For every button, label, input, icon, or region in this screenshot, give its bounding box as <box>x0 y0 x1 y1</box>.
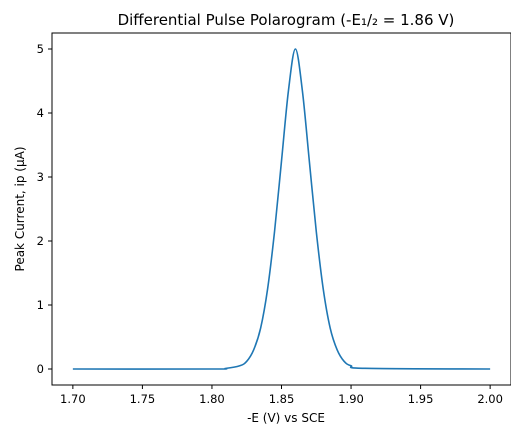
x-tick-label: 1.75 <box>130 392 156 406</box>
x-tick-label: 1.70 <box>60 392 86 406</box>
y-tick-label: 0 <box>37 362 44 376</box>
y-tick-label: 2 <box>37 234 44 248</box>
plot-area-frame <box>51 32 511 386</box>
x-tick-label: 1.85 <box>269 392 295 406</box>
y-tick-label: 4 <box>37 106 44 120</box>
y-axis-ticks: 0 1 2 3 4 5 <box>37 42 52 376</box>
y-tick-label: 5 <box>37 42 44 56</box>
y-axis-label: Peak Current, ip (μA) <box>13 147 27 272</box>
x-tick-label: 1.95 <box>408 392 434 406</box>
x-axis-label: -E (V) vs SCE <box>247 411 325 424</box>
x-tick-label: 1.90 <box>338 392 364 406</box>
x-tick-label: 2.00 <box>477 392 503 406</box>
chart-title: Differential Pulse Polarogram (-E₁/₂ = 1… <box>118 11 455 29</box>
y-tick-label: 1 <box>37 298 44 312</box>
series-layer <box>72 48 491 370</box>
series-line <box>72 48 491 370</box>
x-tick-label: 1.80 <box>199 392 225 406</box>
x-axis-ticks: 1.70 1.75 1.80 1.85 1.90 1.95 2.00 <box>60 385 503 406</box>
y-tick-label: 3 <box>37 170 44 184</box>
